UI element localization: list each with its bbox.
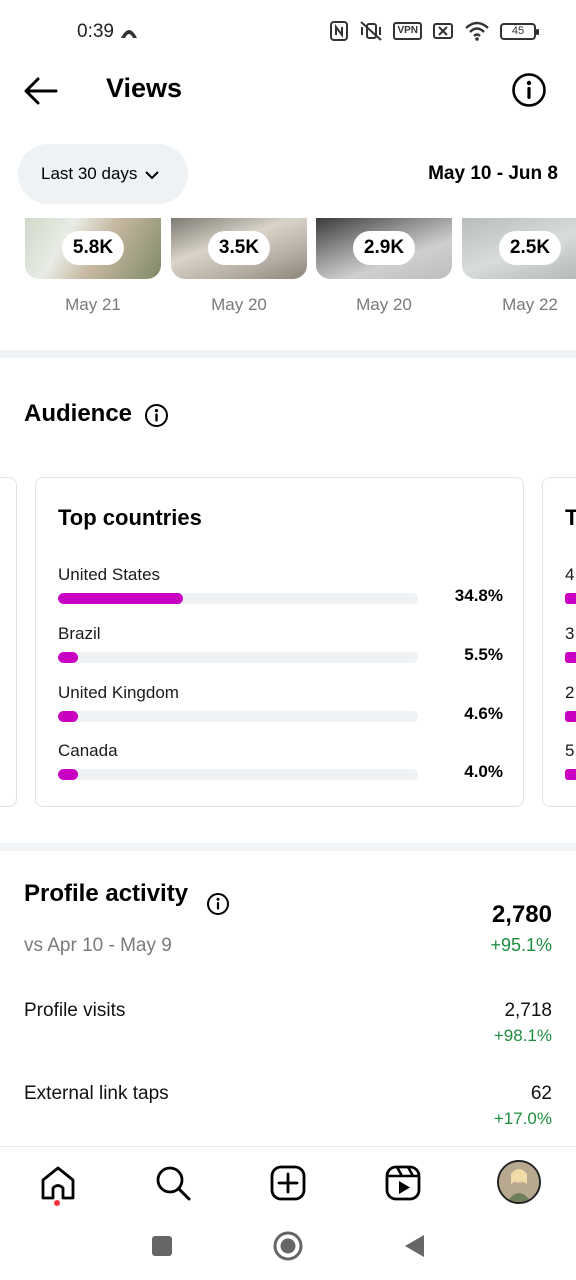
signal-arc-icon xyxy=(121,30,137,38)
info-icon[interactable] xyxy=(206,892,230,916)
chevron-down-icon xyxy=(145,171,160,180)
content-date: May 21 xyxy=(65,295,121,314)
country-percent: 4.0% xyxy=(464,762,503,781)
country-percent: 4.6% xyxy=(464,704,503,723)
country-bar-fill xyxy=(58,769,78,780)
date-range-text: May 10 - Jun 8 xyxy=(428,163,558,184)
system-nav-bar xyxy=(0,1220,576,1280)
back-triangle-icon[interactable] xyxy=(402,1233,426,1259)
bottom-nav xyxy=(0,1146,576,1220)
country-bar-track xyxy=(58,769,418,780)
content-thumbnail[interactable]: 2.5K xyxy=(462,218,576,279)
top-content-strip: 5.8K May 21 3.5K May 20 2.9K May 20 2.5K… xyxy=(0,218,576,328)
status-time: 0:39 xyxy=(77,21,114,42)
peek-item: 4 xyxy=(565,565,575,584)
top-countries-card: Top countries United States 34.8% Brazil… xyxy=(35,477,524,807)
country-percent: 5.5% xyxy=(464,645,503,664)
content-thumbnail[interactable]: 2.9K xyxy=(316,218,452,279)
country-row: United Kingdom 4.6% xyxy=(58,683,503,733)
status-icons: VPN 45 xyxy=(329,20,539,42)
battery-icon: 45 xyxy=(500,22,539,40)
date-range-dropdown[interactable]: Last 30 days xyxy=(18,144,188,204)
comparison-period: vs Apr 10 - May 9 xyxy=(24,935,172,956)
wifi-icon xyxy=(465,21,489,41)
vibrate-mute-icon xyxy=(360,21,383,41)
header: Views xyxy=(0,64,576,120)
country-bar-fill xyxy=(58,593,184,604)
info-icon[interactable] xyxy=(511,72,547,108)
metric-value: 62 xyxy=(530,1083,552,1104)
country-row: Brazil 5.5% xyxy=(58,624,503,674)
card-title: Top countries xyxy=(58,505,202,530)
country-bar-track xyxy=(58,711,418,722)
avatar-image xyxy=(499,1162,539,1202)
content-date: May 20 xyxy=(356,295,412,314)
views-badge: 3.5K xyxy=(207,231,271,265)
country-row: United States 34.8% xyxy=(58,565,503,615)
section-divider xyxy=(0,350,576,358)
peek-item: 5 xyxy=(565,741,575,760)
views-badge: 5.8K xyxy=(61,231,125,265)
peek-item: 2 xyxy=(565,683,575,702)
audience-title: Audience xyxy=(24,400,133,427)
audience-card-next[interactable]: T 4 3 2 5 xyxy=(542,477,576,807)
peek-bar xyxy=(565,652,576,663)
create-post-icon[interactable] xyxy=(268,1163,308,1203)
home-icon[interactable] xyxy=(38,1163,78,1203)
country-name: United Kingdom xyxy=(58,683,179,702)
peek-bar xyxy=(565,769,576,780)
recents-icon[interactable] xyxy=(150,1234,174,1258)
notification-dot xyxy=(54,1200,60,1206)
battery-level: 45 xyxy=(511,25,525,37)
metric-label: External link taps xyxy=(24,1083,169,1104)
content-date: May 20 xyxy=(211,295,267,314)
nfc-icon xyxy=(330,21,349,41)
date-range-dropdown-label: Last 30 days xyxy=(41,164,138,183)
profile-activity-change: +95.1% xyxy=(490,935,552,955)
country-bar-track xyxy=(58,593,418,604)
reels-icon[interactable] xyxy=(383,1163,423,1203)
metric-value: 2,718 xyxy=(504,1000,552,1021)
peek-bar xyxy=(565,593,576,604)
country-name: United States xyxy=(58,565,161,584)
country-bar-fill xyxy=(58,652,78,663)
peek-item: 3 xyxy=(565,624,575,643)
content-thumbnail[interactable]: 3.5K xyxy=(171,218,307,279)
views-badge: 2.5K xyxy=(498,231,562,265)
content-thumbnail[interactable]: 5.8K xyxy=(25,218,161,279)
card-title: T xyxy=(565,505,576,531)
audience-card-previous[interactable] xyxy=(0,477,17,807)
profile-avatar[interactable] xyxy=(497,1160,541,1204)
metric-change: +17.0% xyxy=(493,1109,552,1128)
profile-activity-title: Profile activity xyxy=(24,880,189,907)
metric-label: Profile visits xyxy=(24,1000,126,1021)
vpn-badge: VPN xyxy=(393,22,422,40)
country-bar-track xyxy=(58,652,418,663)
profile-activity-total: 2,780 xyxy=(491,901,552,928)
back-arrow-icon[interactable] xyxy=(22,74,60,108)
no-sim-icon xyxy=(433,23,453,39)
status-bar: 0:39 VPN 45 xyxy=(0,0,576,64)
views-badge: 2.9K xyxy=(352,231,416,265)
country-percent: 34.8% xyxy=(454,586,503,605)
info-icon[interactable] xyxy=(144,403,169,428)
country-bar-fill xyxy=(58,711,78,722)
search-icon[interactable] xyxy=(153,1163,193,1203)
home-button-icon[interactable] xyxy=(272,1230,304,1262)
country-name: Canada xyxy=(58,741,118,760)
page-title: Views xyxy=(106,73,183,103)
peek-bar xyxy=(565,711,576,722)
metric-change: +98.1% xyxy=(493,1026,552,1045)
country-row: Canada 4.0% xyxy=(58,741,503,791)
country-name: Brazil xyxy=(58,624,101,643)
content-date: May 22 xyxy=(502,295,558,314)
section-divider xyxy=(0,843,576,851)
